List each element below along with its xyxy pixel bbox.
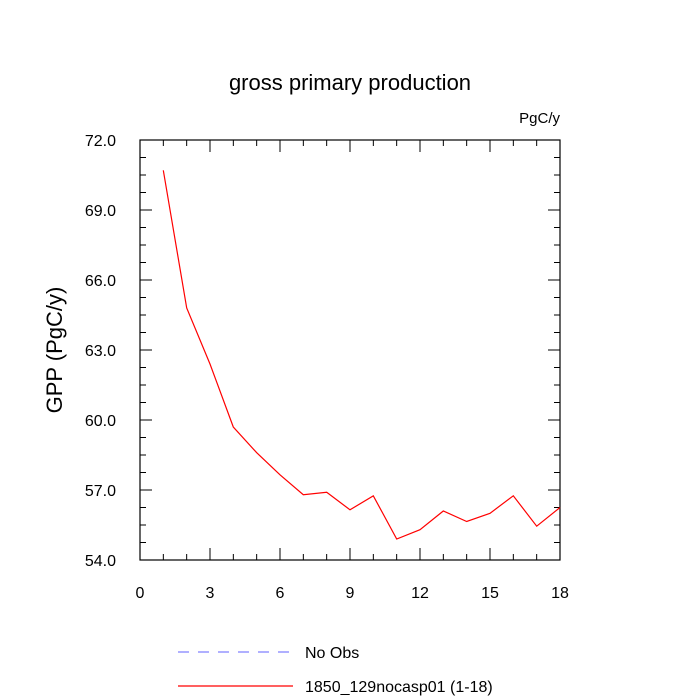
series-layer	[162, 170, 561, 540]
y-tick-label: 60.0	[85, 413, 116, 430]
units-label: PgC/y	[519, 110, 560, 127]
x-tick-label: 0	[136, 585, 145, 602]
x-tick-label: 12	[411, 585, 429, 602]
y-tick-label: 69.0	[85, 203, 116, 220]
legend: No Obs 1850_129nocasp01 (1-18)	[178, 645, 493, 696]
y-axis-label: GPP (PgC/y)	[42, 287, 67, 414]
y-tick-label: 72.0	[85, 133, 116, 150]
legend-label: No Obs	[305, 645, 359, 662]
x-tick-label: 6	[276, 585, 285, 602]
legend-label: 1850_129nocasp01 (1-18)	[305, 679, 493, 696]
x-tick-label: 18	[551, 585, 569, 602]
y-tick-label: 66.0	[85, 273, 116, 290]
chart-title: gross primary production	[229, 70, 471, 95]
x-tick-label: 15	[481, 585, 499, 602]
y-tick-label: 57.0	[85, 483, 116, 500]
y-tick-label: 63.0	[85, 343, 116, 360]
x-tick-label: 3	[206, 585, 215, 602]
series-line	[162, 170, 561, 540]
x-tick-label: 9	[346, 585, 355, 602]
axes: 0 3 6 9 12 15 18 54.0 57.0 60.0 63.0 66.0 69.0 72.0	[85, 133, 569, 602]
y-tick-label: 54.0	[85, 553, 116, 570]
plot-frame	[139, 139, 561, 561]
